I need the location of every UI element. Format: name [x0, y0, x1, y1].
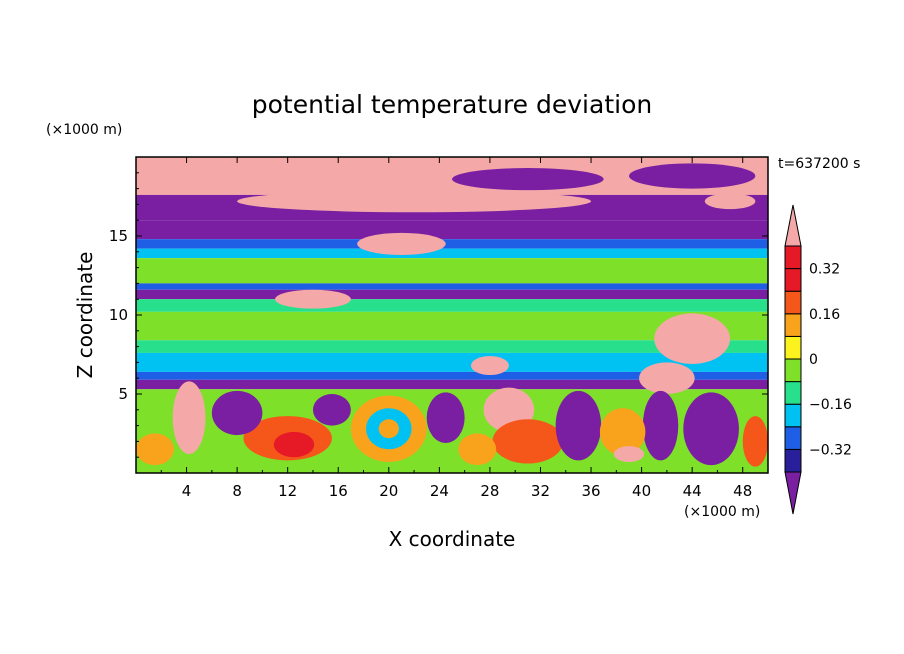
contour-feature-25	[312, 394, 351, 426]
x-tick-label: 12	[278, 482, 297, 500]
contour-feature-22	[211, 390, 263, 436]
colorbar-extend-high	[784, 204, 802, 247]
colorbar-box-6	[784, 313, 802, 337]
contour-feature-17	[492, 419, 564, 464]
contour-feature-20	[642, 390, 679, 461]
x-tick-label: 40	[632, 482, 651, 500]
colorbar-tick-label: −0.16	[809, 397, 852, 413]
contour-feature-4	[704, 193, 756, 210]
y-axis-label: Z coordinate	[73, 252, 97, 379]
contour-band-6	[136, 283, 768, 290]
colorbar-tick-label: 0	[809, 352, 818, 368]
contour-feature-1	[237, 190, 592, 213]
colorbar-box-1	[784, 426, 802, 450]
colorbar-box-7	[784, 290, 802, 315]
x-tick-label: 4	[182, 482, 192, 500]
contour-band-11	[136, 352, 768, 372]
contour-feature-28	[742, 416, 768, 467]
contour-feature-23	[599, 408, 646, 456]
contour-band-13	[136, 379, 768, 390]
contour-band-12	[136, 371, 768, 380]
x-unit-label: (×1000 m)	[684, 504, 760, 520]
contour-field	[136, 157, 768, 473]
contour-feature-19	[426, 392, 465, 443]
time-label: t=637200 s	[778, 156, 860, 172]
y-tick-label: 5	[118, 385, 128, 403]
y-axis-ticks: 5 10 15	[109, 172, 768, 458]
contour-feature-0	[148, 163, 276, 189]
colorbar-box-4	[784, 358, 802, 383]
colorbar-tick-label: 0.32	[809, 262, 840, 278]
contour-feature-7	[654, 313, 731, 364]
contour-band-8	[136, 299, 768, 312]
colorbar-tick-label: 0.16	[809, 307, 840, 323]
colorbar-box-2	[784, 403, 802, 428]
x-tick-label: 48	[733, 482, 752, 500]
contour-band-4	[136, 248, 768, 259]
x-tick-label: 16	[329, 482, 348, 500]
colorbar-box-0	[784, 448, 802, 473]
colorbar-box-5	[784, 335, 802, 360]
contour-feature-3	[628, 163, 756, 189]
colorbar-box-8	[784, 268, 802, 292]
contour-feature-2	[452, 168, 604, 191]
contour-feature-16	[273, 431, 315, 458]
x-axis-ticks: 4 8 12 16 20 24 28 32 36 40 44 48	[160, 157, 752, 500]
contour-feature-27	[458, 433, 497, 466]
contour-band-5	[136, 258, 768, 284]
contour-band-10	[136, 340, 768, 353]
contour-feature-21	[683, 392, 739, 466]
y-tick-label: 10	[109, 306, 128, 324]
contour-band-7	[136, 289, 768, 300]
x-tick-label: 44	[683, 482, 702, 500]
x-tick-label: 24	[430, 482, 449, 500]
colorbar: 0.32 0.16 0 −0.16 −0.32	[784, 204, 852, 515]
y-unit-label: (×1000 m)	[46, 122, 122, 138]
contour-feature-18	[555, 390, 602, 461]
contour-feature-10	[172, 381, 206, 455]
x-tick-label: 36	[581, 482, 600, 500]
contour-feature-14	[378, 419, 399, 439]
contour-feature-24	[613, 446, 645, 462]
chart-title: potential temperature deviation	[252, 90, 652, 119]
colorbar-box-3	[784, 381, 802, 405]
x-tick-label: 28	[480, 482, 499, 500]
colorbar-tick-label: −0.32	[809, 442, 852, 458]
x-tick-label: 32	[531, 482, 550, 500]
contour-feature-8	[639, 362, 695, 395]
colorbar-box-9	[784, 245, 802, 270]
x-tick-label: 8	[232, 482, 242, 500]
contour-feature-26	[136, 433, 174, 466]
contour-band-3	[136, 239, 768, 249]
contour-band-2	[136, 220, 768, 240]
contour-feature-5	[357, 232, 446, 255]
x-axis-label: X coordinate	[389, 527, 516, 551]
contour-feature-6	[275, 289, 351, 309]
x-tick-label: 20	[379, 482, 398, 500]
colorbar-extend-low	[784, 471, 802, 515]
y-tick-label: 15	[109, 227, 128, 245]
contour-feature-9	[470, 356, 509, 376]
